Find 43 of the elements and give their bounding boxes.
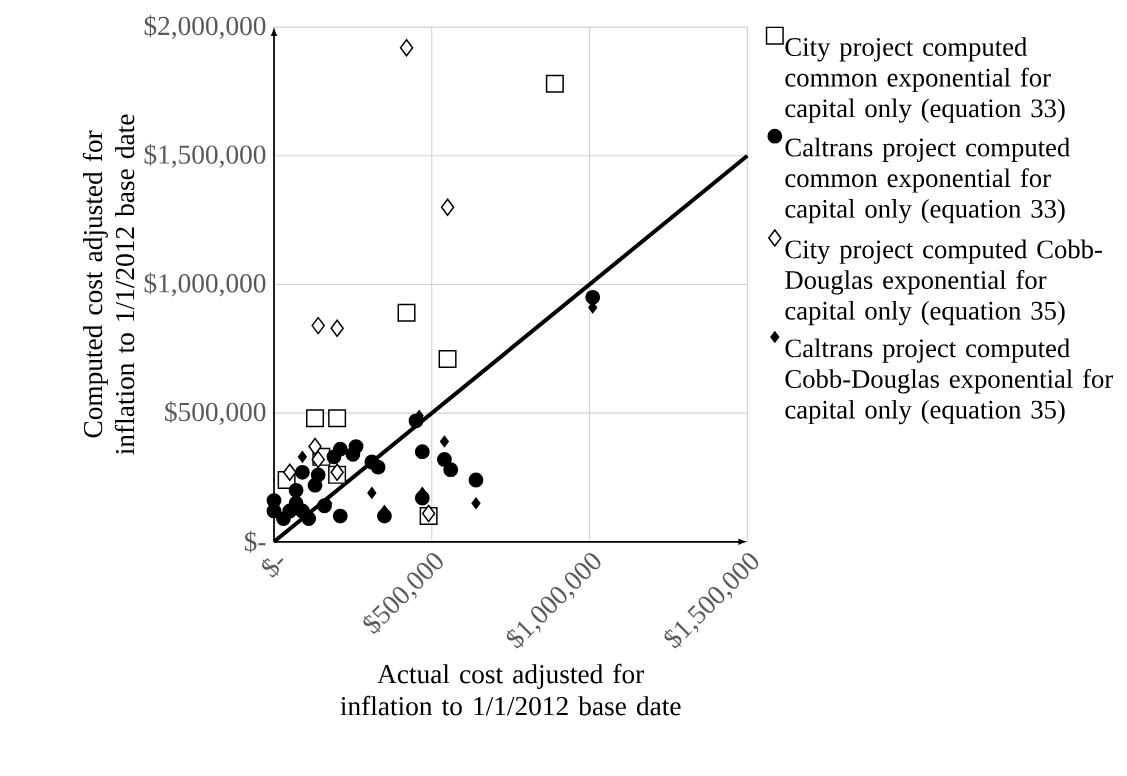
point [306, 409, 325, 428]
y-tick-label: $1,500,000 [144, 143, 266, 168]
point [345, 446, 361, 462]
point [295, 464, 310, 480]
point [397, 303, 416, 322]
y-tick-label: $2,000,000 [144, 15, 266, 40]
point [330, 319, 344, 337]
point [308, 437, 322, 456]
point [297, 450, 307, 463]
legend-label: City project computed Cobb-Douglas exponential for capital only (equation 35) [785, 239, 1102, 326]
point [332, 508, 348, 524]
point [367, 486, 377, 499]
point [310, 467, 326, 483]
legend-label: Caltrans project computed Cobb-Douglas exponential for capital only (equation 35) [785, 338, 1113, 425]
point [311, 450, 325, 469]
point [295, 503, 310, 519]
point [468, 472, 484, 488]
point [311, 316, 325, 335]
point [545, 74, 564, 93]
point [414, 444, 430, 460]
point [326, 449, 342, 465]
point [282, 503, 298, 519]
point [437, 451, 452, 467]
point [585, 289, 601, 305]
y-tick-label: $1,000,000 [144, 272, 266, 297]
point [438, 349, 457, 368]
x-tick-label: $- [262, 558, 284, 578]
x-axis-title: Actual cost adjusted for inflation to 1/1/2012 base date [340, 663, 681, 716]
legend-label: Caltrans project computed common exponential for capital only (equation 33) [785, 137, 1070, 224]
y-axis-title: Computed cost adjusted for inflation to 1/1/2012 base date [82, 114, 135, 455]
y-tick-label: $500,000 [165, 401, 266, 426]
point [440, 198, 455, 216]
point [364, 454, 380, 470]
point [328, 409, 347, 428]
point [399, 38, 414, 57]
legend-label: City project computed common exponential for capital only (equation 33) [785, 37, 1065, 123]
y-tick-label: $- [244, 530, 266, 553]
point [443, 462, 459, 478]
point [288, 482, 304, 498]
point [471, 497, 481, 509]
point [266, 503, 282, 519]
point [439, 435, 449, 448]
point [283, 463, 297, 481]
